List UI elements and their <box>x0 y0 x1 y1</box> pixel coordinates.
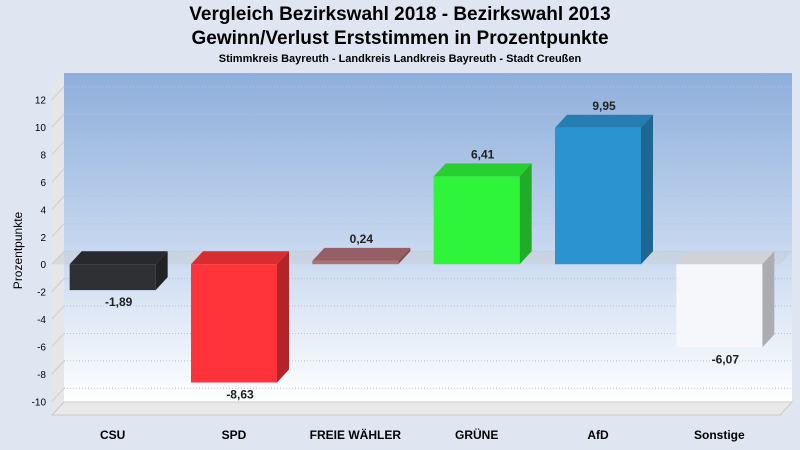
bar-top-face <box>433 163 532 177</box>
gridline-side <box>51 86 65 101</box>
y-tick-label: 8 <box>40 151 46 162</box>
bar-side-face <box>155 251 168 291</box>
x-tick-label: SPD <box>222 428 247 442</box>
y-tick-label: -8 <box>37 370 46 381</box>
bar-front-face <box>433 176 520 265</box>
plot-back-wall <box>64 73 792 402</box>
bar-top-face <box>312 247 411 261</box>
gridline-side <box>51 196 65 210</box>
data-label: 0,24 <box>350 232 374 246</box>
plot-floor <box>50 401 794 416</box>
chart-title-line-2: Gewinn/Verlust Erststimmen in Prozentpun… <box>191 28 609 49</box>
y-tick-label: -4 <box>37 315 46 326</box>
bar-top-face <box>676 251 775 265</box>
y-tick-label: 2 <box>40 233 46 244</box>
gridline-side <box>51 168 65 183</box>
bar-front-face <box>191 264 277 383</box>
data-label: -8,63 <box>226 388 254 402</box>
bar-side-face <box>641 114 653 265</box>
bar-front-face <box>312 260 399 265</box>
y-tick-label: 10 <box>35 123 47 134</box>
data-label: -6,07 <box>712 352 740 366</box>
bar-3 <box>433 163 532 265</box>
chart-subtitle: Stimmkreis Bayreuth - Landkreis Landkrei… <box>218 53 582 65</box>
x-tick-label: AfD <box>587 428 609 442</box>
gridline-side <box>51 113 65 128</box>
bar-side-face <box>277 251 289 383</box>
plot-left-wall <box>52 73 64 415</box>
y-axis-label: Prozentpunkte <box>11 211 25 289</box>
chart-title: Vergleich Bezirkswahl 2018 - Bezirkswahl… <box>189 4 611 25</box>
bar-5 <box>676 251 775 348</box>
y-tick-label: -10 <box>32 397 47 408</box>
x-tick-label: Sonstige <box>694 428 745 442</box>
gridline-side <box>51 387 65 402</box>
bar-top-face <box>69 251 168 265</box>
bar-4 <box>555 114 653 265</box>
bar-top-face <box>191 251 289 265</box>
bar-side-face <box>398 247 411 265</box>
x-tick-label: CSU <box>100 428 125 442</box>
bar-front-face <box>676 264 763 348</box>
bar-2 <box>312 247 411 265</box>
gridline-side <box>51 333 65 347</box>
gridline-side <box>51 305 65 320</box>
data-label: -1,89 <box>105 295 133 309</box>
data-label: 6,41 <box>471 147 495 161</box>
bar-side-face <box>762 251 775 348</box>
bar-1 <box>191 251 289 383</box>
bar-front-face <box>69 264 156 291</box>
bar-top-face <box>555 114 653 128</box>
gridline-side <box>51 223 65 238</box>
gridline-side <box>51 360 65 375</box>
y-tick-label: 6 <box>40 178 46 189</box>
y-tick-label: -6 <box>37 342 46 353</box>
gridline-side <box>51 278 65 292</box>
y-tick-label: 12 <box>35 96 47 107</box>
data-label: 9,95 <box>592 99 616 113</box>
x-tick-label: FREIE WÄHLER <box>310 427 402 442</box>
bar-side-face <box>519 163 532 265</box>
y-tick-label: -2 <box>37 288 46 299</box>
y-tick-label: 0 <box>40 260 46 271</box>
gridline-side <box>51 141 65 155</box>
bar-front-face <box>555 127 641 265</box>
bar-0 <box>69 251 168 291</box>
y-tick-label: 4 <box>40 205 46 216</box>
x-tick-label: GRÜNE <box>455 427 498 442</box>
